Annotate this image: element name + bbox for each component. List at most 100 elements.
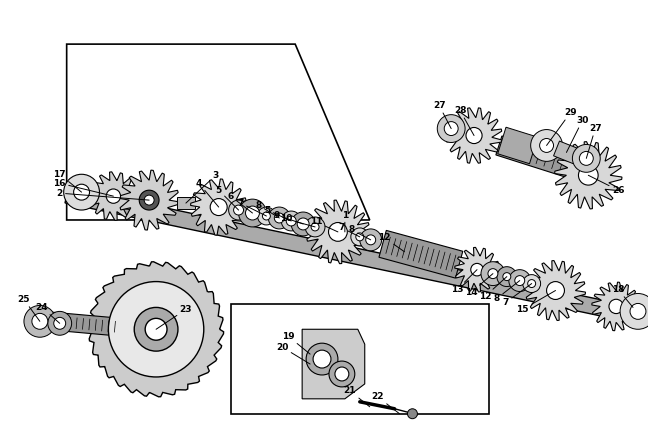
Circle shape [466,127,482,144]
Circle shape [444,122,458,136]
Circle shape [144,195,154,205]
Circle shape [286,216,296,226]
Circle shape [263,212,270,220]
Polygon shape [554,142,622,209]
Polygon shape [306,200,370,264]
Circle shape [233,205,244,215]
Polygon shape [447,108,502,163]
Text: 17: 17 [53,170,81,192]
Text: 7: 7 [237,199,266,216]
Circle shape [145,318,167,340]
Polygon shape [455,247,499,292]
Polygon shape [190,179,247,235]
Text: 19: 19 [282,332,310,354]
Circle shape [54,317,66,329]
Circle shape [335,367,349,381]
Text: 28: 28 [454,106,474,136]
Circle shape [437,115,465,142]
Circle shape [630,304,646,319]
Circle shape [135,307,178,351]
Circle shape [573,145,600,172]
Circle shape [32,313,48,329]
Polygon shape [379,230,463,278]
Text: 21: 21 [344,386,370,407]
Circle shape [268,207,290,229]
Polygon shape [526,261,586,320]
Circle shape [523,275,541,293]
Text: 9: 9 [273,210,303,224]
Circle shape [620,294,650,329]
Text: 12: 12 [378,233,404,252]
Circle shape [311,223,319,231]
Circle shape [313,350,331,368]
Circle shape [229,200,248,220]
Polygon shape [88,262,224,397]
Circle shape [274,213,284,223]
Text: 7: 7 [502,284,532,307]
Text: 2: 2 [57,189,149,200]
Circle shape [609,299,623,313]
Circle shape [139,190,159,210]
Circle shape [109,281,204,377]
Text: 27: 27 [586,124,601,158]
Circle shape [509,270,530,291]
Circle shape [497,267,517,287]
Circle shape [366,235,376,245]
Text: 25: 25 [18,295,40,321]
Text: 22: 22 [371,392,400,414]
Circle shape [481,262,505,285]
Circle shape [64,174,99,210]
Circle shape [547,281,564,300]
Text: 20: 20 [276,343,310,364]
Circle shape [24,305,56,337]
Text: 5: 5 [216,186,239,210]
Text: 14: 14 [465,274,493,297]
Text: 13: 13 [451,270,477,294]
Circle shape [578,165,598,185]
Circle shape [328,223,347,241]
Polygon shape [31,310,122,336]
Circle shape [106,189,120,203]
Text: 8: 8 [348,226,370,240]
Circle shape [281,211,301,231]
Circle shape [408,409,417,419]
Text: 10: 10 [280,214,315,227]
Bar [177,197,195,209]
Text: 6: 6 [227,192,252,213]
Circle shape [579,152,593,165]
Polygon shape [119,170,179,230]
Text: 15: 15 [517,291,556,314]
Polygon shape [592,282,640,331]
Circle shape [210,199,228,216]
Circle shape [356,233,364,241]
Polygon shape [89,172,138,220]
Circle shape [297,218,309,230]
Circle shape [530,129,562,162]
Circle shape [351,228,369,246]
Text: 3: 3 [186,171,219,203]
Text: 18: 18 [612,285,633,307]
Polygon shape [496,136,611,190]
Circle shape [239,199,266,227]
Text: 8: 8 [255,200,280,218]
Polygon shape [554,141,579,164]
Polygon shape [498,127,538,164]
Circle shape [306,343,338,375]
Circle shape [329,361,355,387]
Circle shape [73,184,90,200]
Circle shape [48,311,72,335]
Text: 8: 8 [494,281,520,303]
Circle shape [291,212,315,236]
Text: 24: 24 [36,303,60,323]
Text: 1: 1 [342,210,348,232]
Text: 4: 4 [196,179,218,207]
Polygon shape [65,187,610,317]
Circle shape [471,263,484,276]
Circle shape [528,280,536,288]
Text: 11: 11 [310,217,338,232]
Circle shape [257,207,276,225]
Text: 27: 27 [433,101,451,129]
Text: 5: 5 [265,206,291,221]
Text: 23: 23 [156,305,192,329]
Circle shape [540,139,554,152]
